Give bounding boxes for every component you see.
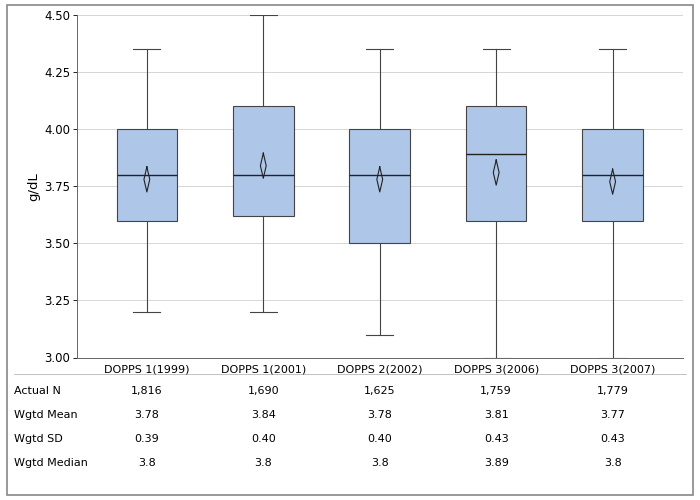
Bar bbox=[233, 106, 293, 216]
Text: DOPPS 3(2006): DOPPS 3(2006) bbox=[454, 364, 539, 374]
Bar bbox=[582, 129, 643, 220]
Text: 3.78: 3.78 bbox=[134, 410, 160, 420]
Text: 0.43: 0.43 bbox=[484, 434, 509, 444]
Text: Wgtd SD: Wgtd SD bbox=[14, 434, 63, 444]
Text: 0.40: 0.40 bbox=[368, 434, 392, 444]
Bar bbox=[466, 106, 526, 220]
Text: DOPPS 1(1999): DOPPS 1(1999) bbox=[104, 364, 190, 374]
Text: 0.43: 0.43 bbox=[601, 434, 625, 444]
Text: 3.81: 3.81 bbox=[484, 410, 509, 420]
Text: 3.8: 3.8 bbox=[371, 458, 388, 468]
Text: 3.8: 3.8 bbox=[254, 458, 272, 468]
Text: 3.89: 3.89 bbox=[484, 458, 509, 468]
Text: DOPPS 1(2001): DOPPS 1(2001) bbox=[220, 364, 306, 374]
Bar bbox=[349, 129, 410, 244]
Text: Wgtd Mean: Wgtd Mean bbox=[14, 410, 78, 420]
Text: Actual N: Actual N bbox=[14, 386, 61, 396]
Text: 3.78: 3.78 bbox=[368, 410, 392, 420]
Text: 1,779: 1,779 bbox=[596, 386, 629, 396]
Text: 1,625: 1,625 bbox=[364, 386, 395, 396]
Text: 3.84: 3.84 bbox=[251, 410, 276, 420]
Y-axis label: g/dL: g/dL bbox=[27, 172, 40, 201]
Text: 0.40: 0.40 bbox=[251, 434, 276, 444]
Text: 1,816: 1,816 bbox=[131, 386, 162, 396]
Text: 3.8: 3.8 bbox=[604, 458, 622, 468]
Text: 1,690: 1,690 bbox=[248, 386, 279, 396]
Text: DOPPS 3(2007): DOPPS 3(2007) bbox=[570, 364, 655, 374]
Text: 1,759: 1,759 bbox=[480, 386, 512, 396]
Text: 0.39: 0.39 bbox=[134, 434, 159, 444]
Text: 3.77: 3.77 bbox=[600, 410, 625, 420]
Bar bbox=[117, 129, 177, 220]
Text: 3.8: 3.8 bbox=[138, 458, 155, 468]
Text: DOPPS 2(2002): DOPPS 2(2002) bbox=[337, 364, 423, 374]
Text: Wgtd Median: Wgtd Median bbox=[14, 458, 88, 468]
